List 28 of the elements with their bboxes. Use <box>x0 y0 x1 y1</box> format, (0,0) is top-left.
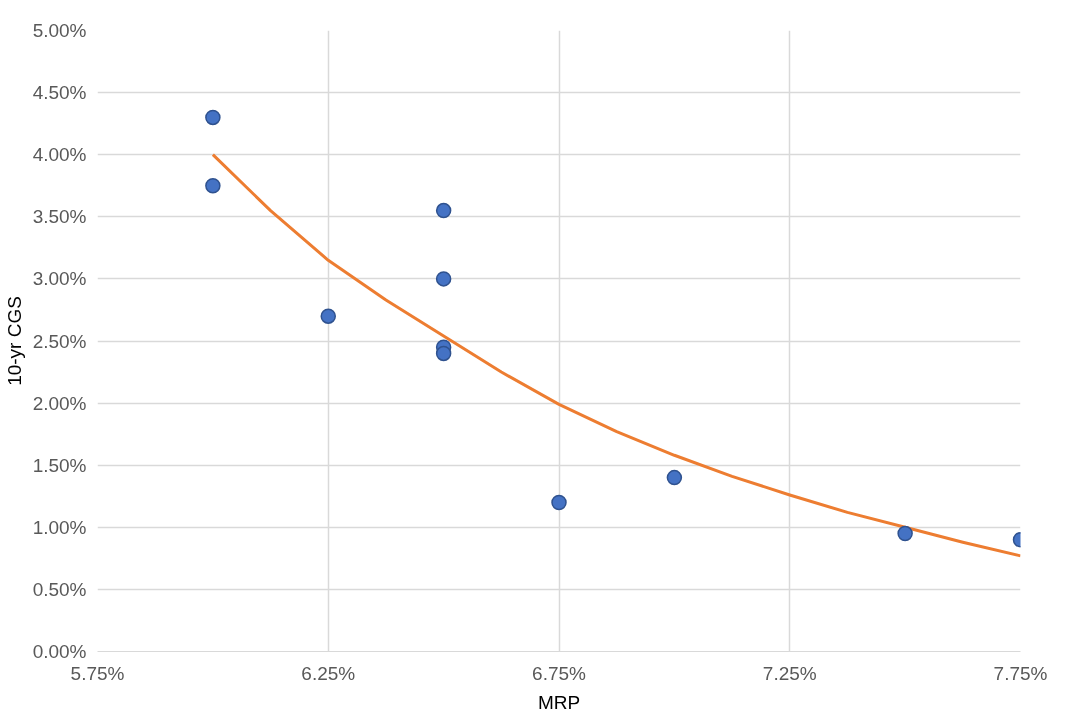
x-tick-label: 6.75% <box>532 662 587 684</box>
y-tick-label: 2.00% <box>32 392 87 414</box>
y-tick-label: 1.50% <box>32 454 87 476</box>
point <box>205 109 221 126</box>
y-tick-label: 3.00% <box>32 268 87 290</box>
y-tick-label: 3.50% <box>32 206 87 228</box>
point <box>551 494 567 511</box>
point <box>320 308 336 324</box>
x-tick-label: 6.25% <box>301 662 356 684</box>
x-tick-label: 7.75% <box>993 662 1048 684</box>
x-tick-label: 7.25% <box>762 662 817 684</box>
y-tick-label: 0.50% <box>32 578 87 600</box>
point <box>435 202 452 219</box>
y-tick-label: 4.00% <box>32 144 87 166</box>
y-tick-label: 1.00% <box>32 516 87 538</box>
y-tick-label: 4.50% <box>32 82 87 104</box>
x-axis-title: MRP <box>537 691 581 713</box>
line-series <box>211 153 1021 558</box>
point <box>666 469 683 486</box>
y-axis-title: 10-yr CGS <box>3 296 25 386</box>
point <box>435 345 452 362</box>
point <box>435 271 452 287</box>
point <box>205 178 221 194</box>
y-tick-label: 2.50% <box>32 330 87 352</box>
y-tick-label: 5.00% <box>32 20 87 41</box>
point <box>897 525 913 542</box>
x-tick-label: 5.75% <box>70 662 125 684</box>
y-tick-label: 0.00% <box>32 641 87 662</box>
